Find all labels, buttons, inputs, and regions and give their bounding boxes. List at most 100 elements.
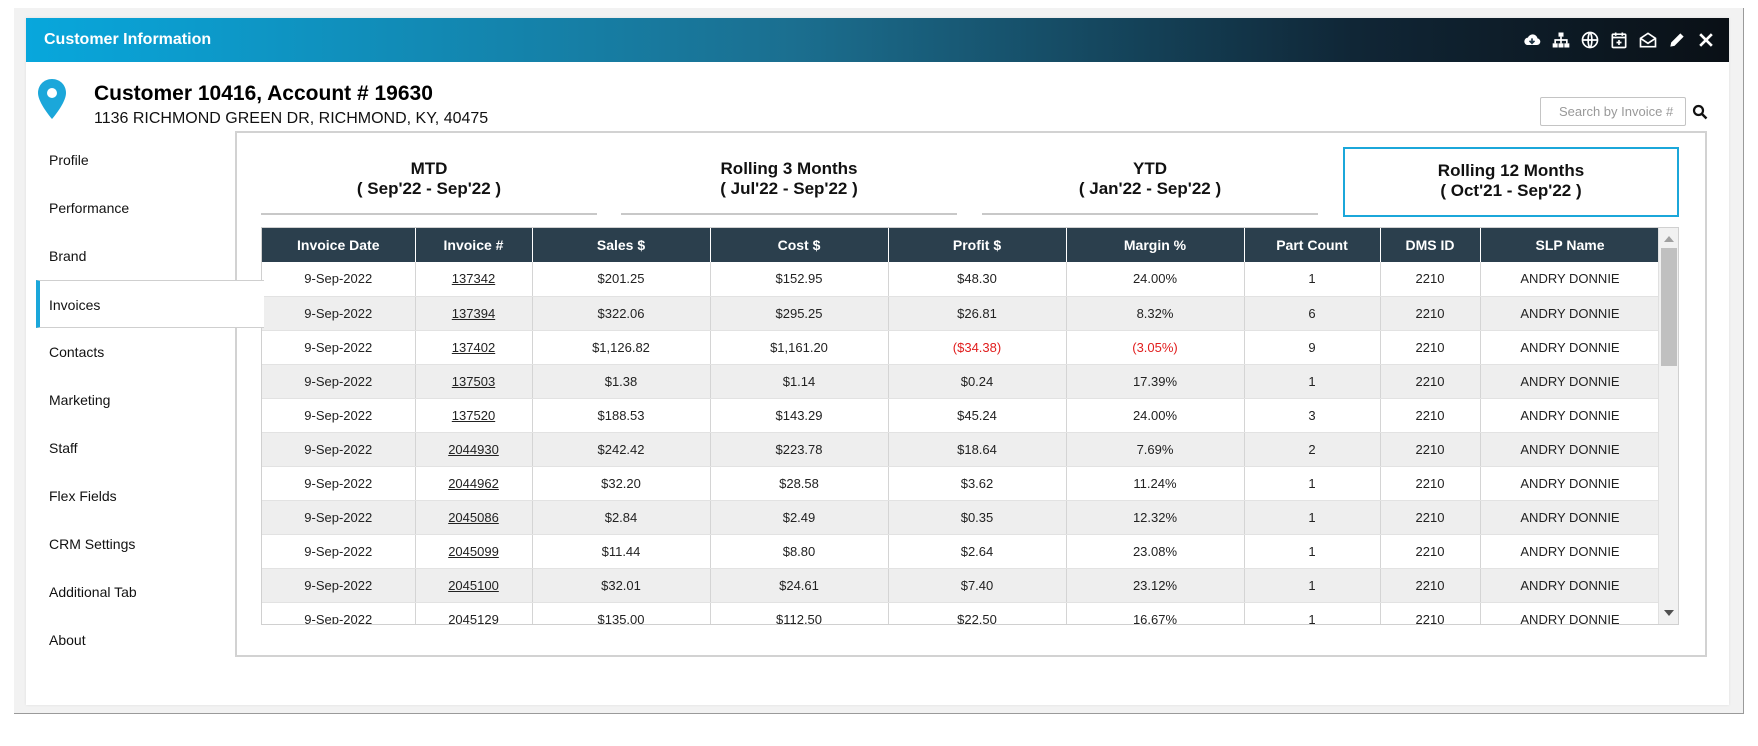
part-count-cell: 1	[1244, 602, 1381, 624]
sales-cell: $322.06	[532, 296, 711, 331]
table-row[interactable]: 9-Sep-2022 137520 $188.53 $143.29 $45.24 24.0…	[262, 398, 1661, 433]
sidebar-item-crm-settings[interactable]: CRM Settings	[49, 536, 136, 552]
tab-range: ( Jul'22 - Sep'22 )	[720, 179, 858, 198]
column-header[interactable]: DMS ID	[1380, 228, 1481, 262]
table-row[interactable]: 9-Sep-2022 2045086 $2.84 $2.49 $0.35 12.32% 1 2…	[262, 500, 1661, 535]
invoice-search-input[interactable]	[1540, 97, 1686, 126]
table-row[interactable]: 9-Sep-2022 137503 $1.38 $1.14 $0.24 17.39% 1 22…	[262, 364, 1661, 399]
slp-name-cell: ANDRY DONNIE	[1480, 262, 1661, 297]
column-header[interactable]: SLP Name	[1480, 228, 1661, 262]
customer-title: Customer 10416, Account # 19630	[94, 82, 433, 105]
slp-name-cell: ANDRY DONNIE	[1480, 602, 1661, 624]
profit-cell: $7.40	[888, 568, 1067, 603]
cost-cell: $295.25	[710, 296, 889, 331]
profit-cell: $45.24	[888, 398, 1067, 433]
scroll-up-icon[interactable]	[1664, 236, 1674, 242]
sidebar-item-profile[interactable]: Profile	[49, 152, 89, 168]
margin-cell: 23.12%	[1066, 568, 1245, 603]
sidebar-item-marketing[interactable]: Marketing	[49, 392, 111, 408]
column-header[interactable]: Invoice Date	[262, 228, 416, 262]
table-row[interactable]: 9-Sep-2022 2045129 $135.00 $112.50 $22.50 16.…	[262, 602, 1661, 624]
table-header-row: Invoice Date Invoice # Sales $ Cost $ Pr…	[262, 228, 1661, 262]
sales-cell: $242.42	[532, 432, 711, 467]
calendar-plus-icon[interactable]	[1608, 29, 1630, 51]
column-header[interactable]: Sales $	[532, 228, 711, 262]
margin-cell: 24.00%	[1066, 398, 1245, 433]
tab-label: Rolling 3 Months	[720, 159, 858, 178]
sidebar-item-staff[interactable]: Staff	[49, 440, 78, 456]
profit-cell: $48.30	[888, 262, 1067, 297]
table-row[interactable]: 9-Sep-2022 137402 $1,126.82 $1,161.20 ($34.3…	[262, 330, 1661, 365]
table-row[interactable]: 9-Sep-2022 137342 $201.25 $152.95 $48.30 24.0…	[262, 262, 1661, 297]
envelope-open-icon[interactable]	[1637, 29, 1659, 51]
tab-mtd[interactable]: MTD ( Sep'22 - Sep'22 )	[261, 147, 597, 217]
tab-label: YTD	[1133, 159, 1167, 178]
invoice-number-link[interactable]: 2045099	[415, 534, 533, 569]
globe-icon[interactable]	[1579, 29, 1601, 51]
invoice-number-link[interactable]: 137503	[415, 364, 533, 399]
location-pin-icon	[38, 79, 66, 119]
scroll-thumb[interactable]	[1661, 248, 1677, 366]
column-header[interactable]: Cost $	[710, 228, 889, 262]
part-count-cell: 1	[1244, 568, 1381, 603]
table-scrollbar[interactable]	[1658, 228, 1678, 624]
sidebar-item-flex-fields[interactable]: Flex Fields	[49, 488, 117, 504]
column-header[interactable]: Margin %	[1066, 228, 1245, 262]
column-header[interactable]: Invoice #	[415, 228, 533, 262]
invoice-date-cell: 9-Sep-2022	[262, 432, 416, 467]
table-row[interactable]: 9-Sep-2022 137394 $322.06 $295.25 $26.81 8.32…	[262, 296, 1661, 331]
invoice-number-link[interactable]: 2045129	[415, 602, 533, 624]
sales-cell: $32.01	[532, 568, 711, 603]
dms-id-cell: 2210	[1380, 534, 1481, 569]
search-icon[interactable]	[1692, 104, 1708, 120]
invoice-number-link[interactable]: 137520	[415, 398, 533, 433]
sidebar-item-about[interactable]: About	[49, 632, 86, 648]
sales-cell: $188.53	[532, 398, 711, 433]
sidebar-item-invoices[interactable]: Invoices	[36, 280, 264, 328]
profit-cell: ($34.38)	[888, 330, 1067, 365]
sales-cell: $32.20	[532, 466, 711, 501]
invoice-date-cell: 9-Sep-2022	[262, 296, 416, 331]
customer-header: Customer 10416, Account # 19630 1136 RIC…	[36, 70, 1726, 138]
tab-range: ( Jan'22 - Sep'22 )	[1078, 179, 1222, 198]
table-row[interactable]: 9-Sep-2022 2044962 $32.20 $28.58 $3.62 11.24%…	[262, 466, 1661, 501]
sidebar-item-contacts[interactable]: Contacts	[49, 344, 105, 360]
invoice-number-link[interactable]: 2044962	[415, 466, 533, 501]
part-count-cell: 3	[1244, 398, 1381, 433]
part-count-cell: 1	[1244, 466, 1381, 501]
table-row[interactable]: 9-Sep-2022 2045100 $32.01 $24.61 $7.40 23.12%…	[262, 568, 1661, 603]
dms-id-cell: 2210	[1380, 330, 1481, 365]
invoice-number-link[interactable]: 2045100	[415, 568, 533, 603]
part-count-cell: 1	[1244, 534, 1381, 569]
invoice-date-cell: 9-Sep-2022	[262, 534, 416, 569]
tab-rolling-3-months[interactable]: Rolling 3 Months ( Jul'22 - Sep'22 )	[621, 147, 957, 217]
invoice-table: Invoice Date Invoice # Sales $ Cost $ Pr…	[262, 228, 1661, 624]
part-count-cell: 9	[1244, 330, 1381, 365]
column-header[interactable]: Part Count	[1244, 228, 1381, 262]
sales-cell: $1.38	[532, 364, 711, 399]
cloud-download-icon[interactable]	[1521, 29, 1543, 51]
customer-info-window: Customer Information	[26, 18, 1729, 705]
sidebar-item-brand[interactable]: Brand	[49, 248, 87, 264]
invoice-number-link[interactable]: 137394	[415, 296, 533, 331]
sidebar-item-additional-tab[interactable]: Additional Tab	[49, 584, 137, 600]
scroll-down-icon[interactable]	[1664, 610, 1674, 616]
table-row[interactable]: 9-Sep-2022 2044930 $242.42 $223.78 $18.64 7.6…	[262, 432, 1661, 467]
invoice-number-link[interactable]: 137402	[415, 330, 533, 365]
invoice-number-link[interactable]: 2044930	[415, 432, 533, 467]
cost-cell: $1.14	[710, 364, 889, 399]
sitemap-icon[interactable]	[1550, 29, 1572, 51]
invoice-number-link[interactable]: 2045086	[415, 500, 533, 535]
profit-cell: $26.81	[888, 296, 1067, 331]
pencil-icon[interactable]	[1666, 29, 1688, 51]
tab-ytd[interactable]: YTD ( Jan'22 - Sep'22 )	[982, 147, 1318, 217]
profit-cell: $0.24	[888, 364, 1067, 399]
sidebar-item-performance[interactable]: Performance	[49, 200, 130, 216]
tab-rolling-12-months[interactable]: Rolling 12 Months ( Oct'21 - Sep'22 )	[1343, 147, 1679, 217]
slp-name-cell: ANDRY DONNIE	[1480, 432, 1661, 467]
invoice-number-link[interactable]: 137342	[415, 262, 533, 297]
close-icon[interactable]	[1695, 29, 1717, 51]
column-header[interactable]: Profit $	[888, 228, 1067, 262]
table-row[interactable]: 9-Sep-2022 2045099 $11.44 $8.80 $2.64 23.08% 1…	[262, 534, 1661, 569]
dms-id-cell: 2210	[1380, 296, 1481, 331]
